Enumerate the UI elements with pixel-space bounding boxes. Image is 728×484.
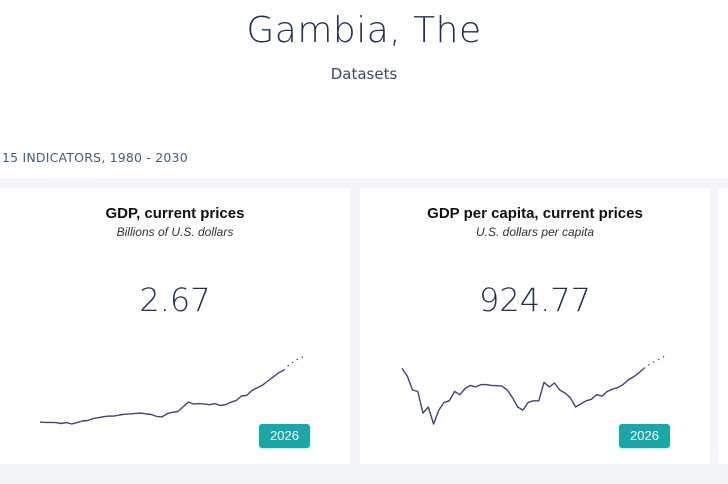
sparkline-actual-series <box>401 367 645 425</box>
card-title: GDP per capita, current prices <box>427 205 643 222</box>
card-unit: U.S. dollars per capita <box>475 225 595 239</box>
year-badge[interactable]: 2026 <box>619 424 670 448</box>
page-subtitle: Datasets <box>330 65 398 83</box>
indicators-count-label: 15 INDICATORS, 1980 - 2030 <box>2 150 188 165</box>
sparkline-actual-series <box>39 369 285 425</box>
indicator-card-gdp-per-capita[interactable]: GDP per capita, current prices U.S. doll… <box>360 188 710 464</box>
card-unit: Billions of U.S. dollars <box>116 225 234 239</box>
year-badge[interactable]: 2026 <box>259 424 310 448</box>
page-title: Gambia, The <box>246 10 482 51</box>
sparkline-chart-gdp-per-capita <box>401 355 666 425</box>
sparkline-projection-series <box>283 355 306 371</box>
sparkline-chart-gdp <box>39 355 306 425</box>
card-title: GDP, current prices <box>105 205 245 222</box>
card-value: 924.77 <box>479 281 591 319</box>
indicator-card-gdp[interactable]: GDP, current prices Billions of U.S. dol… <box>0 188 350 464</box>
sparkline-projection-series <box>643 355 666 369</box>
indicator-card-partial[interactable] <box>718 188 728 464</box>
card-value: 2.67 <box>139 281 211 319</box>
